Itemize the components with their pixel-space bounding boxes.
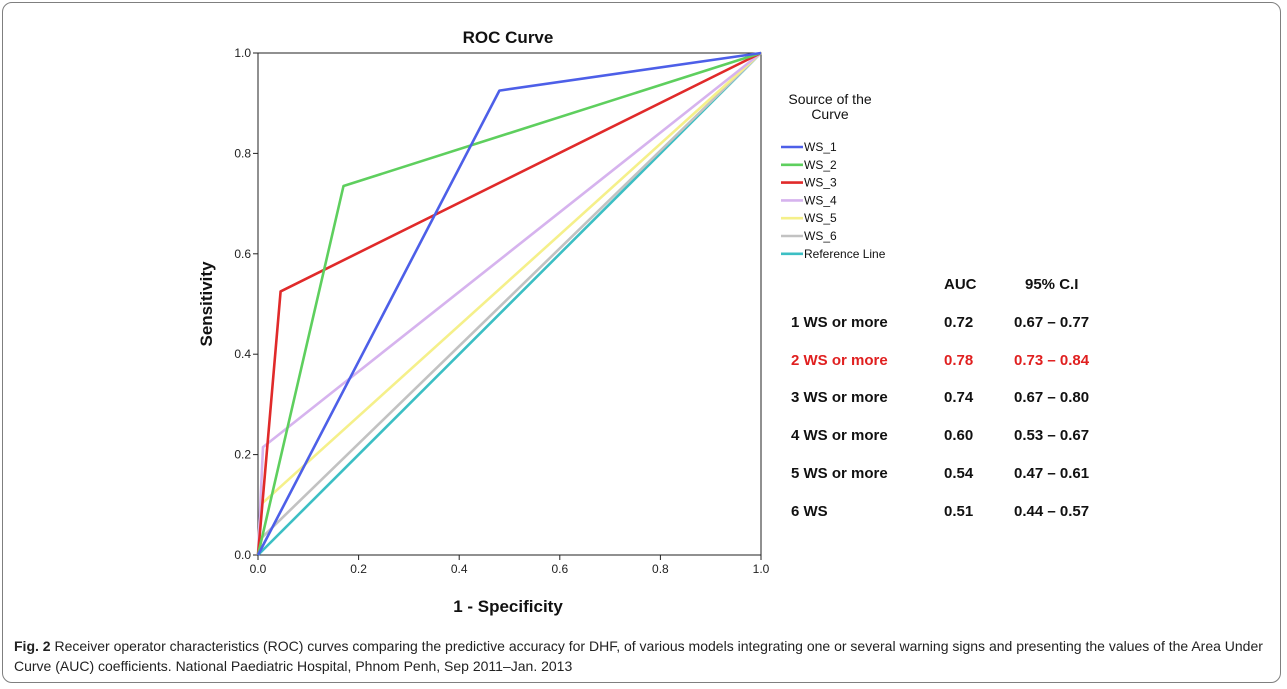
legend-label-ws-4: WS_4 — [804, 193, 837, 207]
auc-cell-ci: 0.67 – 0.77 — [1014, 314, 1090, 331]
caption-label: Fig. 2 — [14, 638, 51, 654]
y-tick-label: 0.6 — [234, 247, 251, 261]
series-line-reference-line — [257, 52, 762, 556]
y-axis-label: Sensitivity — [197, 261, 216, 347]
legend-title: Source of the — [788, 91, 871, 107]
figure-caption: Fig. 2 Receiver operator characteristics… — [14, 636, 1269, 676]
auc-table-header-cell: AUC — [944, 276, 977, 293]
auc-cell-label: 1 WS or more — [791, 314, 888, 331]
auc-table-header-cell: 95% C.I — [1025, 276, 1079, 293]
x-tick-label: 0.8 — [652, 562, 669, 576]
x-axis-label: 1 - Specificity — [453, 597, 563, 616]
auc-cell-label: 6 WS — [791, 502, 828, 520]
legend-label-ws-1: WS_1 — [804, 140, 837, 154]
y-tick-label: 0.4 — [234, 347, 251, 361]
y-tick-label: 1.0 — [234, 46, 251, 60]
auc-cell-label: 3 WS or more — [791, 389, 888, 407]
legend-title: Curve — [811, 106, 849, 122]
auc-cell-ci: 0.67 – 0.80 — [1014, 389, 1090, 407]
series-line-ws-4 — [256, 51, 762, 556]
plot-area: 0.0 0.2 0.4 0.6 0.8 1.0 0.0 0.2 0.4 0.6 0.8 1.0 — [234, 46, 769, 576]
y-tick-label: 0.0 — [234, 548, 251, 562]
auc-cell-ci: 0.47 – 0.61 — [1014, 464, 1090, 482]
auc-cell-ci: 0.44 – 0.57 — [1014, 502, 1090, 520]
series-line-ws-1 — [256, 51, 762, 556]
auc-cell-label: 5 WS or more — [791, 464, 888, 482]
x-tick-label: 0.0 — [250, 562, 267, 576]
y-tick-label: 0.2 — [234, 448, 251, 462]
auc-cell-auc: 0.51 — [944, 502, 974, 520]
x-tick-label: 0.4 — [451, 562, 468, 576]
auc-cell-ci: 0.73 – 0.84 — [1014, 351, 1090, 369]
auc-cell-auc: 0.72 — [944, 314, 974, 331]
series-line-ws-3 — [256, 51, 762, 556]
legend-label-ws-5: WS_5 — [804, 211, 837, 225]
legend-label-ws-3: WS_3 — [804, 176, 837, 190]
auc-cell-label: 4 WS or more — [791, 427, 888, 445]
plot-frame — [257, 52, 762, 556]
legend-label-ws-6: WS_6 — [804, 229, 837, 243]
legend-label-ws-2: WS_2 — [804, 158, 837, 172]
series-line-ws-2 — [256, 51, 762, 556]
auc-cell-auc: 0.78 — [944, 351, 974, 369]
x-tick-label: 0.2 — [350, 562, 367, 576]
auc-cell-auc: 0.54 — [944, 464, 974, 482]
legend-label-reference-line: Reference Line — [804, 247, 886, 261]
x-tick-label: 1.0 — [753, 562, 770, 576]
auc-cell-auc: 0.74 — [944, 389, 974, 407]
x-tick-label: 0.6 — [551, 562, 568, 576]
y-tick-label: 0.8 — [234, 146, 251, 160]
auc-cell-label: 2 WS or more — [791, 351, 888, 369]
auc-cell-ci: 0.53 – 0.67 — [1014, 427, 1090, 445]
auc-cell-auc: 0.60 — [944, 427, 974, 445]
caption-text: Receiver operator characteristics (ROC) … — [14, 638, 1263, 674]
chart-title: ROC Curve — [463, 28, 554, 47]
